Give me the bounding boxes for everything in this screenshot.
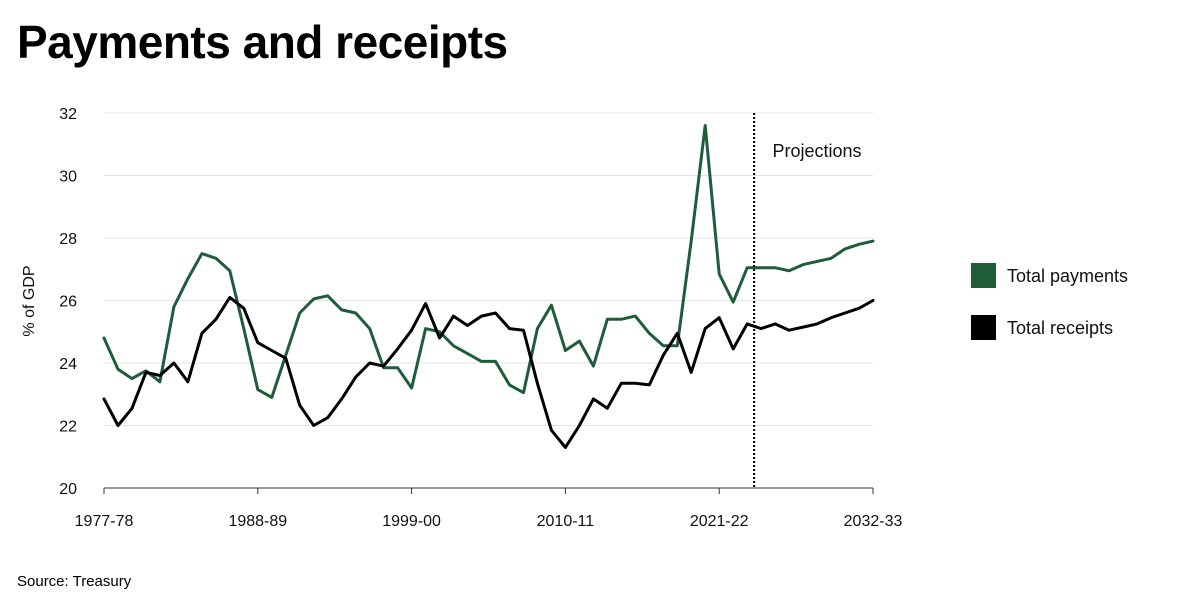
y-axis-label: % of GDP [21,265,38,336]
y-tick-label: 26 [59,294,77,311]
x-tick-label: 1988-89 [228,513,287,530]
y-tick-label: 24 [59,356,77,373]
legend-swatch [971,315,996,340]
y-tick-label: 32 [59,106,77,123]
y-tick-label: 28 [59,231,77,248]
projection-annotation: Projections [753,113,862,488]
source-note: Source: Treasury [17,573,132,590]
legend-label: Total receipts [1007,318,1113,338]
y-tick-label: 22 [59,419,77,436]
axes: 20 22 24 26 28 30 32 1977-78 1988-89 1999-00 2010-… [59,106,902,530]
series-line-payments [102,124,875,399]
legend-label: Total payments [1007,266,1128,286]
projection-label: Projections [772,141,861,161]
y-tick-label: 30 [59,169,77,186]
x-tick-label: 1999-00 [382,513,441,530]
x-tick-label: 2032-33 [844,513,903,530]
series-lines [102,124,875,449]
x-tick-label: 2021-22 [690,513,749,530]
legend: Total payments Total receipts [971,263,1128,340]
chart-title: Payments and receipts [17,16,508,68]
series-line-receipts [102,295,875,449]
legend-swatch [971,263,996,288]
x-tick-label: 2010-11 [537,513,595,530]
x-tick-label: 1977-78 [75,513,134,530]
gridlines [104,112,873,426]
y-tick-label: 20 [59,481,77,498]
